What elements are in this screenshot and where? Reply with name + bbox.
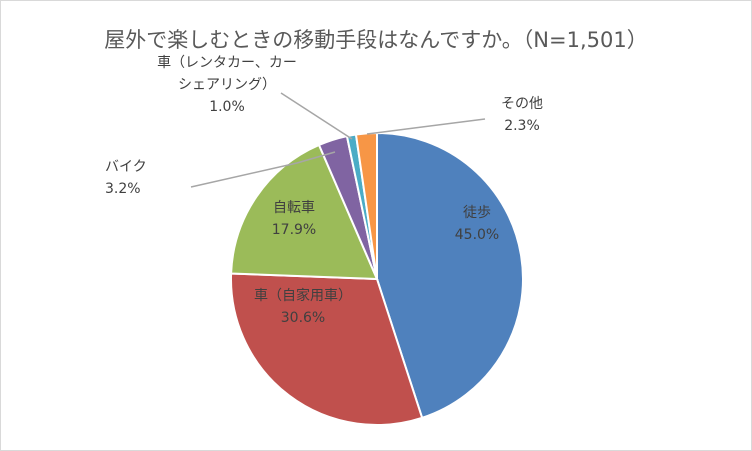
leader-line-5 bbox=[280, 92, 353, 140]
data-label-name-5: シェアリング） bbox=[178, 77, 276, 93]
data-label-name-6: その他 bbox=[501, 96, 543, 112]
leader-line-6 bbox=[366, 118, 486, 135]
data-label-value-2: 30.6% bbox=[281, 310, 325, 326]
data-label-name-2: 車（自家用車） bbox=[254, 287, 352, 304]
pie-slice-3 bbox=[230, 143, 379, 281]
pie-slice-1 bbox=[376, 131, 524, 420]
chart-title: 屋外で楽しむときの移動手段はなんですか。（N=1,501） bbox=[104, 28, 647, 52]
data-label-value-5: 1.0% bbox=[209, 99, 245, 115]
data-label-value-3: 17.9% bbox=[272, 222, 316, 238]
data-label-name-4: バイク bbox=[105, 159, 147, 175]
data-label-name-3: 自転車 bbox=[273, 199, 315, 216]
data-label-value-6: 2.3% bbox=[504, 118, 540, 134]
pie-slices bbox=[230, 131, 524, 426]
data-labels: 徒歩 45.0% 車（自家用車） 30.6% 自転車 17.9% バイク 3.2% 車（レンタカ… bbox=[105, 54, 543, 326]
data-label-name-1: 徒歩 bbox=[463, 205, 491, 221]
leader-line-4 bbox=[190, 151, 336, 188]
data-label-value-1: 45.0% bbox=[455, 227, 499, 243]
data-label-value-4: 3.2% bbox=[105, 181, 141, 197]
data-label-name-5: 車（レンタカー、カー bbox=[157, 54, 297, 71]
leader-lines bbox=[190, 92, 486, 188]
pie-slice-2 bbox=[230, 272, 424, 426]
